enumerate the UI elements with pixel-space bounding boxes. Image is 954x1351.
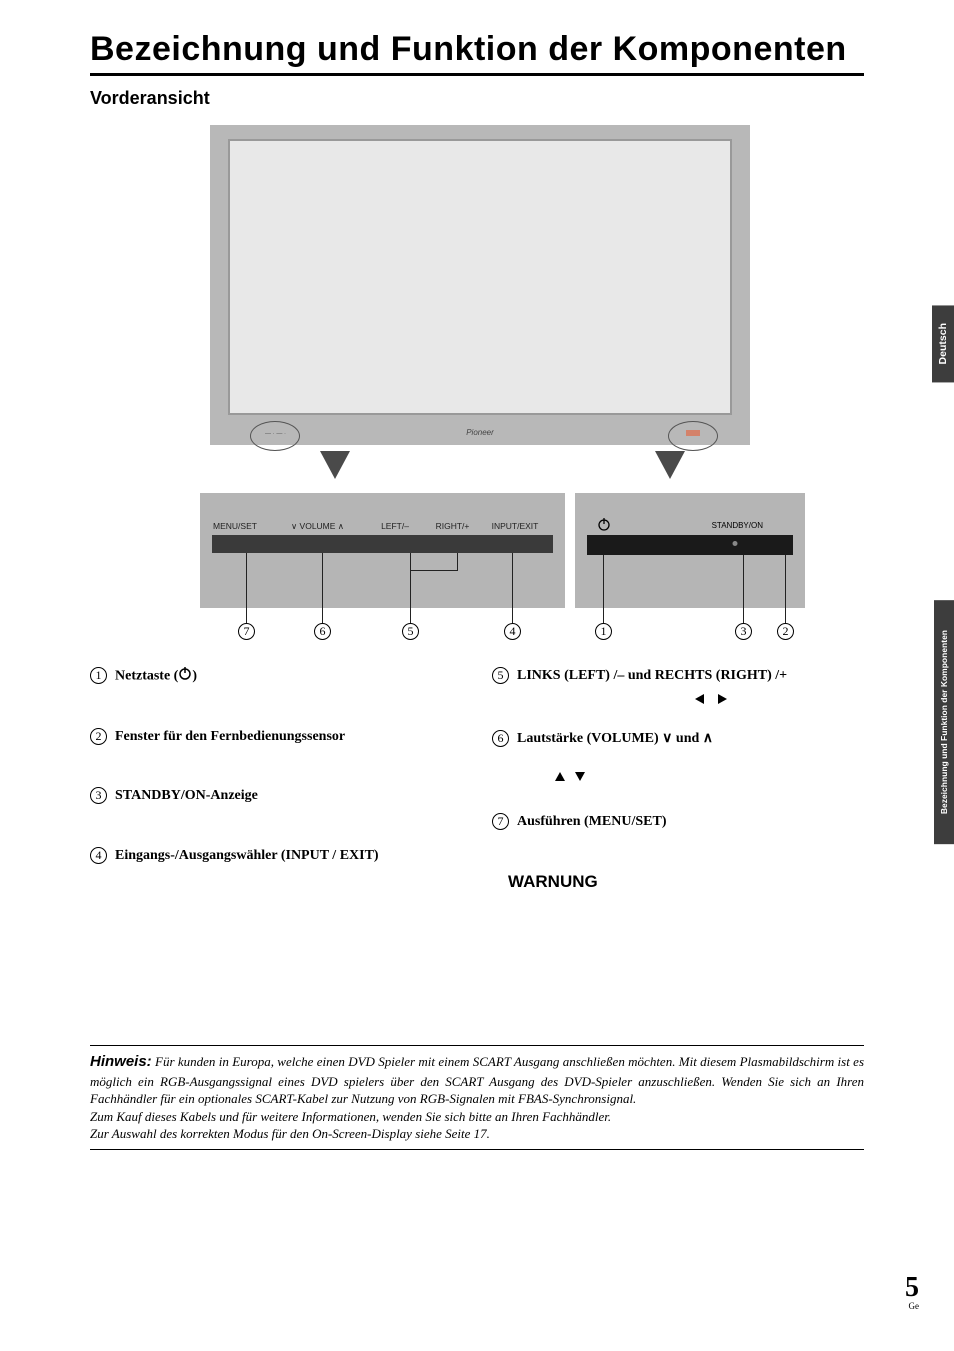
component-text-6: Lautstärke (VOLUME) ∨ und ∧ xyxy=(517,729,713,786)
component-text-3: STANDBY/ON-Anzeige xyxy=(115,786,258,806)
tv-screen xyxy=(228,139,732,415)
triangle-left-icon xyxy=(695,694,704,704)
label-left-minus: LEFT/– xyxy=(365,521,425,532)
callout-num-4: 4 xyxy=(504,623,521,640)
component-list: 1 Netztaste () 2 Fenster für den Fernbed… xyxy=(90,666,864,905)
callout-arrow-right-icon xyxy=(655,451,685,479)
triangle-down-icon xyxy=(575,772,585,781)
num-circle-7: 7 xyxy=(492,813,509,830)
triangle-right-icon xyxy=(718,694,727,704)
page-number: 5 Ge xyxy=(905,1272,919,1311)
component-item-3: 3 STANDBY/ON-Anzeige xyxy=(90,786,462,806)
tv-frame: Pioneer — · — · xyxy=(210,125,750,445)
hinweis-line2: Zum Kauf dieses Kabels und für weitere I… xyxy=(90,1109,611,1124)
control-panel-left: MENU/SET ∨ VOLUME ∧ LEFT/– RIGHT/+ INPUT… xyxy=(200,493,565,608)
num-circle-1: 1 xyxy=(90,667,107,684)
chevron-down-icon: ∨ xyxy=(662,732,672,746)
num-circle-5: 5 xyxy=(492,667,509,684)
hinweis-line3: Zur Auswahl des korrekten Modus für den … xyxy=(90,1126,490,1141)
panel-indicator-dot xyxy=(733,541,738,546)
callout-num-2: 2 xyxy=(777,623,794,640)
label-right-plus: RIGHT/+ xyxy=(425,521,480,532)
hinweis-body: Für kunden in Europa, welche einen DVD S… xyxy=(90,1054,864,1106)
panel-left-labels: MENU/SET ∨ VOLUME ∧ LEFT/– RIGHT/+ INPUT… xyxy=(200,521,565,532)
panel-left-bar xyxy=(212,535,553,553)
num-circle-2: 2 xyxy=(90,728,107,745)
side-tab-section: Bezeichnung und Funktion der Komponenten xyxy=(934,600,954,844)
power-icon xyxy=(178,666,192,687)
panel-right-bar xyxy=(587,535,793,555)
tv-indicator-dots: — · — · xyxy=(265,431,286,437)
tv-led xyxy=(686,430,700,436)
page-title: Bezeichnung und Funktion der Komponenten xyxy=(90,30,864,76)
label-input-exit: INPUT/EXIT xyxy=(480,521,550,532)
num-circle-4: 4 xyxy=(90,847,107,864)
component-text-2: Fenster für den Fernbedienungssensor xyxy=(115,727,345,747)
control-panel-right: STANDBY/ON xyxy=(575,493,805,608)
label-standby-on: STANDBY/ON xyxy=(712,521,763,530)
component-item-2: 2 Fenster für den Fernbedienungssensor xyxy=(90,727,462,747)
label-volume: ∨ VOLUME ∧ xyxy=(270,521,365,532)
component-text-1: Netztaste () xyxy=(115,666,197,687)
num-circle-6: 6 xyxy=(492,730,509,747)
component-item-1: 1 Netztaste () xyxy=(90,666,462,687)
tv-brand-label: Pioneer xyxy=(466,428,494,437)
component-item-7: 7 Ausführen (MENU/SET) xyxy=(492,812,864,832)
callout-arrow-left-icon xyxy=(320,451,350,479)
callout-line xyxy=(457,553,458,570)
callout-num-3: 3 xyxy=(735,623,752,640)
diagram-area: Pioneer — · — · MENU/SET ∨ VOLUME ∧ LEFT… xyxy=(200,125,760,638)
callout-line xyxy=(785,555,786,623)
subtitle: Vorderansicht xyxy=(90,88,864,109)
control-panels: MENU/SET ∨ VOLUME ∧ LEFT/– RIGHT/+ INPUT… xyxy=(200,493,760,608)
callout-num-1: 1 xyxy=(595,623,612,640)
chevron-up-icon: ∧ xyxy=(703,732,713,746)
triangle-up-icon xyxy=(555,772,565,781)
component-text-7: Ausführen (MENU/SET) xyxy=(517,812,667,832)
warning-heading: WARNUNG xyxy=(508,872,864,892)
callout-num-7: 7 xyxy=(238,623,255,640)
component-item-5: 5 LINKS (LEFT) /– und RECHTS (RIGHT) /+ xyxy=(492,666,864,709)
component-item-6: 6 Lautstärke (VOLUME) ∨ und ∧ xyxy=(492,729,864,786)
side-tab-language: Deutsch xyxy=(932,305,954,382)
component-text-5: LINKS (LEFT) /– und RECHTS (RIGHT) /+ xyxy=(517,666,787,709)
num-circle-3: 3 xyxy=(90,787,107,804)
page-number-value: 5 xyxy=(905,1272,919,1303)
label-menu-set: MENU/SET xyxy=(200,521,270,532)
power-icon xyxy=(597,517,611,536)
hinweis-block: Hinweis: Für kunden in Europa, welche ei… xyxy=(90,1045,864,1149)
component-text-4: Eingangs-/Ausgangswähler (INPUT / EXIT) xyxy=(115,846,379,866)
callout-num-6: 6 xyxy=(314,623,331,640)
component-item-4: 4 Eingangs-/Ausgangswähler (INPUT / EXIT… xyxy=(90,846,462,866)
hinweis-label: Hinweis: xyxy=(90,1053,152,1070)
component-column-right: 5 LINKS (LEFT) /– und RECHTS (RIGHT) /+ … xyxy=(492,666,864,905)
callout-line-h xyxy=(410,570,458,571)
callout-num-5: 5 xyxy=(402,623,419,640)
component-column-left: 1 Netztaste () 2 Fenster für den Fernbed… xyxy=(90,666,462,905)
